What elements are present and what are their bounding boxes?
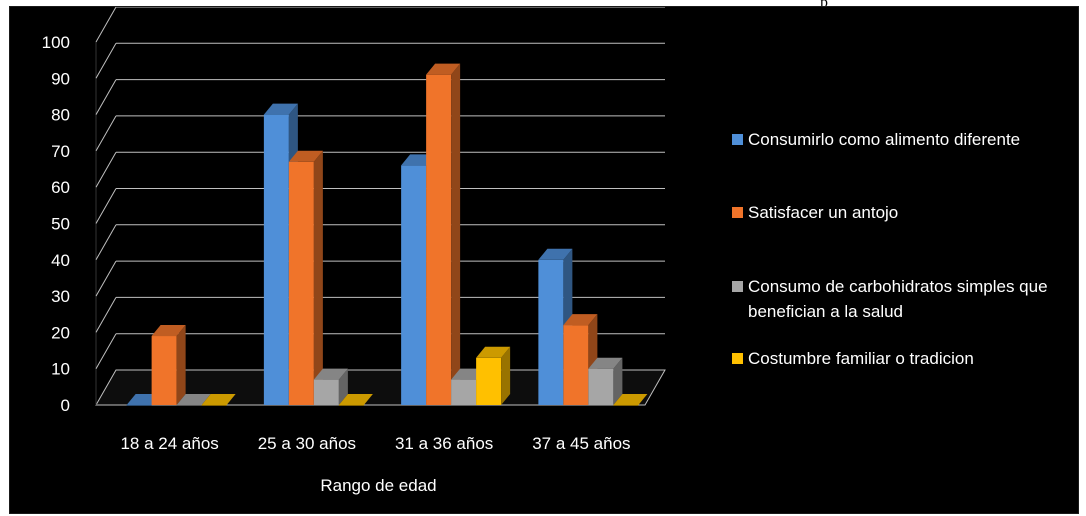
y-tick-label: 10 <box>51 360 70 379</box>
y-tick-label: 60 <box>51 178 70 197</box>
bar-front <box>613 405 639 406</box>
bar <box>201 394 236 406</box>
bar-top <box>426 63 461 75</box>
bar <box>338 394 373 406</box>
bar <box>613 394 648 406</box>
legend-label: Consumirlo como alimento diferente <box>748 130 1021 149</box>
gridline-depth <box>95 297 117 333</box>
gridline-depth <box>95 260 117 297</box>
bar-side <box>613 357 623 405</box>
gridline-depth <box>95 79 117 115</box>
legend-swatch <box>732 207 743 218</box>
bar-front <box>201 405 227 406</box>
x-tick-label: 18 a 24 años <box>120 434 218 453</box>
bar <box>151 325 186 405</box>
y-tick-label: 40 <box>51 251 70 270</box>
gridline-depth <box>95 43 117 79</box>
gridline-depth <box>95 333 117 369</box>
bar-front <box>263 114 289 405</box>
legend-label: Satisfacer un antojo <box>748 203 899 222</box>
bar-side <box>313 150 323 405</box>
gridline-depth <box>95 115 117 152</box>
bar-top <box>263 103 298 115</box>
x-tick-label: 31 a 36 años <box>395 434 493 453</box>
y-tick-label: 0 <box>61 396 70 415</box>
bar-front <box>176 405 202 406</box>
y-tick-label: 100 <box>42 33 70 52</box>
bar-top <box>338 394 373 405</box>
chart-area: 0 10 20 30 40 50 60 70 80 90 100 18 a 24 años 25 a 3… <box>9 6 1079 514</box>
bar-top <box>176 394 211 405</box>
y-tick-label: 30 <box>51 287 70 306</box>
bar-top <box>588 357 623 369</box>
legend-item-series-3: Consumo de carbohidratos simples que ben… <box>732 274 1048 324</box>
legend-swatch <box>732 134 743 145</box>
bar-front <box>313 379 339 405</box>
bar-front <box>401 165 427 405</box>
y-tick-label: 90 <box>51 69 70 88</box>
bar-front <box>476 357 502 405</box>
legend-item-series-2: Satisfacer un antojo <box>732 200 1048 225</box>
bar-front <box>338 405 364 406</box>
x-axis-title: Rango de edad <box>320 476 436 495</box>
bar <box>288 150 323 405</box>
y-tick-label: 70 <box>51 142 70 161</box>
legend-swatch <box>732 281 743 292</box>
gridline-depth <box>95 224 117 261</box>
bar-side <box>338 368 348 405</box>
bar-side <box>451 63 461 406</box>
bar-side <box>501 346 511 405</box>
bar <box>313 368 348 405</box>
bar-top <box>613 394 648 405</box>
y-tick-label: 50 <box>51 215 70 234</box>
bar-front <box>451 379 477 405</box>
x-tick-label: 25 a 30 años <box>258 434 356 453</box>
gridline-depth <box>95 151 117 188</box>
legend-label: Costumbre familiar o tradicion <box>748 349 974 368</box>
bar-side <box>176 325 186 405</box>
bar-front <box>563 325 589 405</box>
gridline-depth <box>95 7 117 43</box>
y-tick-label: 20 <box>51 323 70 342</box>
bar <box>176 394 211 406</box>
legend-swatch <box>732 353 743 364</box>
bar-top <box>151 325 186 337</box>
legend-item-series-4: Costumbre familiar o tradicion <box>732 346 1048 371</box>
bar-top <box>201 394 236 405</box>
bar <box>426 63 461 406</box>
bar-top <box>313 368 348 380</box>
y-tick-label: 80 <box>51 106 70 125</box>
legend-label: Consumo de carbohidratos simples que ben… <box>748 277 1048 321</box>
bar-top <box>476 346 511 358</box>
bar-front <box>126 405 152 406</box>
chart-title-fragment: p <box>820 0 828 12</box>
x-tick-label: 37 a 45 años <box>532 434 630 453</box>
chart-plot: 0 10 20 30 40 50 60 70 80 90 100 18 a 24 años 25 a 3… <box>42 7 666 495</box>
bar-top <box>538 248 573 260</box>
bar <box>588 357 623 405</box>
bar-front <box>151 336 177 405</box>
bar <box>476 346 511 405</box>
bar-front <box>538 259 564 405</box>
legend-item-series-1: Consumirlo como alimento diferente <box>732 127 1048 152</box>
bar-front <box>588 368 614 405</box>
bar-top <box>563 314 598 326</box>
bar-top <box>288 150 323 162</box>
gridline-depth <box>95 188 117 224</box>
bar <box>563 314 598 405</box>
bar-front <box>288 161 314 405</box>
bar-front <box>426 74 452 406</box>
